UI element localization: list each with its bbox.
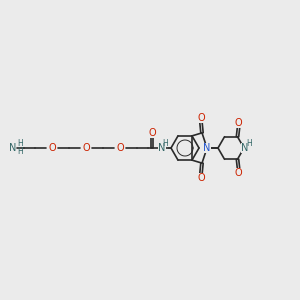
Text: O: O — [48, 143, 56, 153]
Text: O: O — [197, 173, 205, 183]
Text: O: O — [235, 168, 242, 178]
Text: N: N — [203, 143, 211, 153]
Text: O: O — [148, 128, 156, 138]
Text: O: O — [82, 143, 90, 153]
Text: H: H — [17, 140, 23, 148]
Text: O: O — [197, 113, 205, 123]
Text: N: N — [241, 143, 249, 153]
Text: N: N — [158, 143, 166, 153]
Text: N: N — [9, 143, 17, 153]
Text: O: O — [116, 143, 124, 153]
Text: O: O — [235, 118, 242, 128]
Text: H: H — [162, 139, 168, 148]
Text: H: H — [17, 148, 23, 157]
Text: H: H — [246, 140, 252, 148]
